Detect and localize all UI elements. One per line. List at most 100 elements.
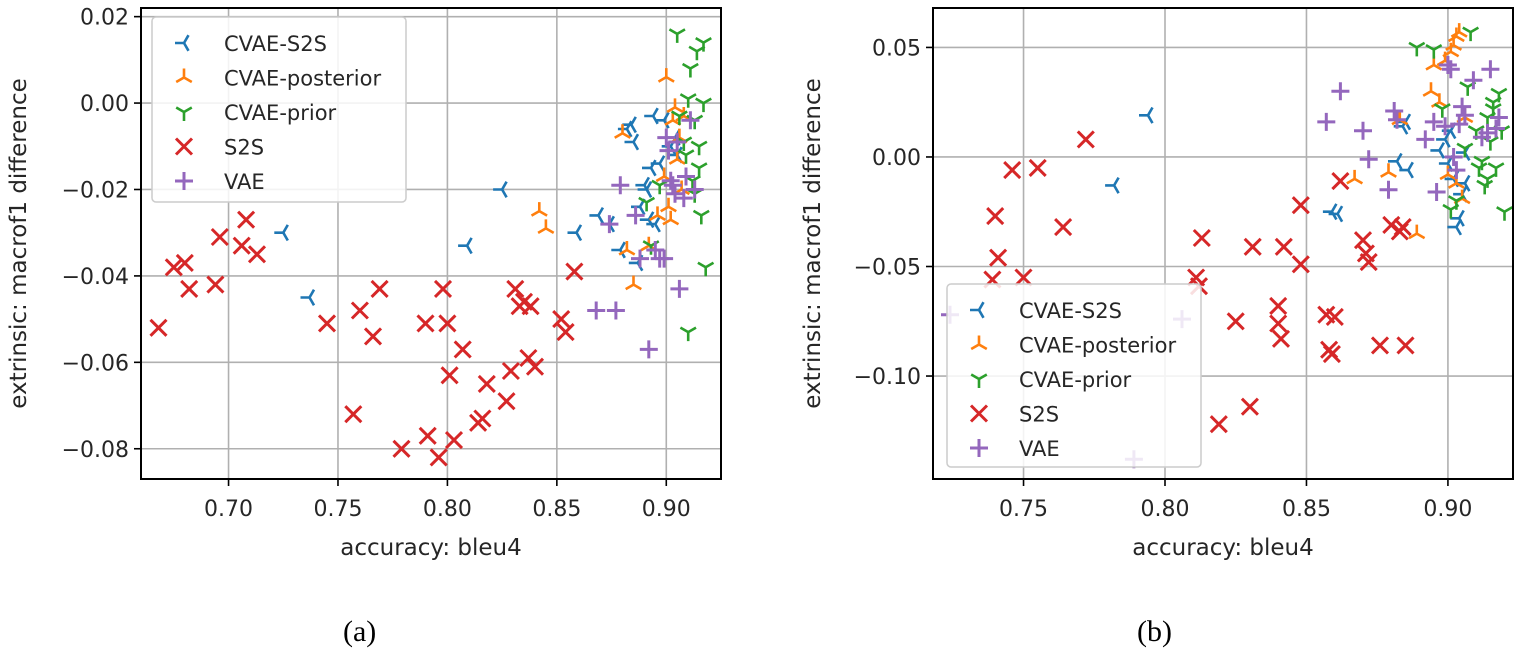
data-point xyxy=(657,68,675,83)
data-point xyxy=(1269,296,1288,315)
data-point xyxy=(164,258,183,277)
legend-marker xyxy=(175,34,190,52)
data-point xyxy=(567,224,583,242)
chart-a: 0.70 0.75 0.80 0.85 0.90 0.02 0.00 −0.02 −0.04 −0… xyxy=(6,6,722,561)
legend-box xyxy=(946,283,1202,468)
data-point xyxy=(1416,130,1435,149)
data-point xyxy=(429,448,448,467)
data-point xyxy=(1470,162,1488,177)
data-point xyxy=(1447,161,1466,180)
data-point xyxy=(537,219,555,235)
data-point xyxy=(1354,121,1372,140)
legend-marker xyxy=(970,301,985,319)
data-point xyxy=(552,310,571,329)
data-point xyxy=(589,206,605,224)
y-axis-label: extrinsic: macrof1 difference xyxy=(6,78,32,409)
y-tick-label: 0.05 xyxy=(872,36,921,61)
data-point xyxy=(1481,135,1499,151)
legend-item: CVAE-prior xyxy=(970,368,1132,392)
data-point xyxy=(1331,172,1350,191)
legend-marker xyxy=(969,404,989,423)
data-point xyxy=(670,279,689,298)
data-point xyxy=(1322,345,1341,364)
x-tick-label: 0.80 xyxy=(1141,497,1190,522)
data-point xyxy=(1476,179,1494,195)
data-point xyxy=(666,98,684,114)
data-point xyxy=(639,340,658,359)
plot-frame xyxy=(932,7,1514,480)
data-point xyxy=(416,314,435,333)
legend-label: VAE xyxy=(1019,437,1060,461)
data-point xyxy=(1385,102,1404,120)
data-point xyxy=(1380,163,1397,178)
data-point xyxy=(1328,205,1344,223)
caption-a: (a) xyxy=(343,615,377,648)
data-point xyxy=(1209,415,1228,434)
data-point xyxy=(606,301,625,320)
data-point xyxy=(1444,148,1463,166)
data-point xyxy=(433,279,453,298)
y-axis-label: extrinsic: macrof1 difference xyxy=(800,78,826,409)
data-point xyxy=(149,318,168,337)
data-point xyxy=(1379,180,1398,199)
data-point xyxy=(440,366,459,385)
data-point xyxy=(657,128,676,147)
data-point xyxy=(444,431,464,450)
data-points xyxy=(941,23,1513,469)
data-point xyxy=(638,196,656,212)
data-point xyxy=(556,323,575,342)
data-point xyxy=(274,224,289,242)
data-point xyxy=(1473,155,1491,171)
legend-label: CVAE-posterior xyxy=(224,67,381,91)
legend-marker xyxy=(175,106,193,121)
data-point xyxy=(232,236,251,255)
data-point xyxy=(497,392,516,411)
data-point xyxy=(1353,231,1373,250)
data-point xyxy=(493,181,508,198)
data-point xyxy=(1317,112,1336,131)
data-point xyxy=(690,162,708,177)
data-point xyxy=(661,171,680,190)
data-point xyxy=(666,184,684,203)
data-point xyxy=(1243,237,1262,256)
data-point xyxy=(1322,203,1338,221)
data-point xyxy=(695,36,712,52)
data-point xyxy=(1325,307,1344,326)
data-point xyxy=(418,426,437,445)
legend-label: CVAE-S2S xyxy=(1019,299,1122,323)
x-tick-label: 0.80 xyxy=(423,497,472,522)
series-cvae-s2s xyxy=(1105,106,1471,236)
legend-box xyxy=(151,16,407,203)
data-point xyxy=(1388,110,1406,129)
data-point xyxy=(677,167,695,186)
data-point xyxy=(1269,314,1288,333)
data-point xyxy=(681,111,700,130)
legend-marker xyxy=(175,172,193,190)
y-tick-label: −0.04 xyxy=(62,265,129,290)
data-point xyxy=(1393,218,1412,237)
y-tick-label: 0.02 xyxy=(80,6,129,31)
data-point xyxy=(649,206,666,222)
legend-item: CVAE-posterior xyxy=(970,334,1176,358)
data-point xyxy=(1487,119,1505,138)
data-point xyxy=(473,409,492,428)
data-point xyxy=(1447,218,1463,236)
data-point xyxy=(1396,336,1415,355)
data-point xyxy=(530,202,548,217)
data-point xyxy=(1422,82,1440,97)
legend: CVAE-S2S CVAE-posterior CVAE-prior S2S VAE xyxy=(946,283,1202,468)
legend-marker xyxy=(970,439,988,457)
data-point xyxy=(392,439,411,458)
data-point xyxy=(1424,112,1443,131)
x-tick-label: 0.90 xyxy=(1423,497,1472,522)
series-vae xyxy=(587,111,704,359)
y-tick-label: 0.00 xyxy=(872,146,921,171)
data-point xyxy=(1441,60,1460,79)
data-point xyxy=(1139,106,1154,124)
y-tick-label: −0.02 xyxy=(62,178,129,203)
data-point xyxy=(690,140,708,156)
data-point xyxy=(344,405,363,424)
x-tick-label: 0.90 xyxy=(642,497,691,522)
data-point xyxy=(614,124,631,139)
data-point xyxy=(1479,173,1496,188)
